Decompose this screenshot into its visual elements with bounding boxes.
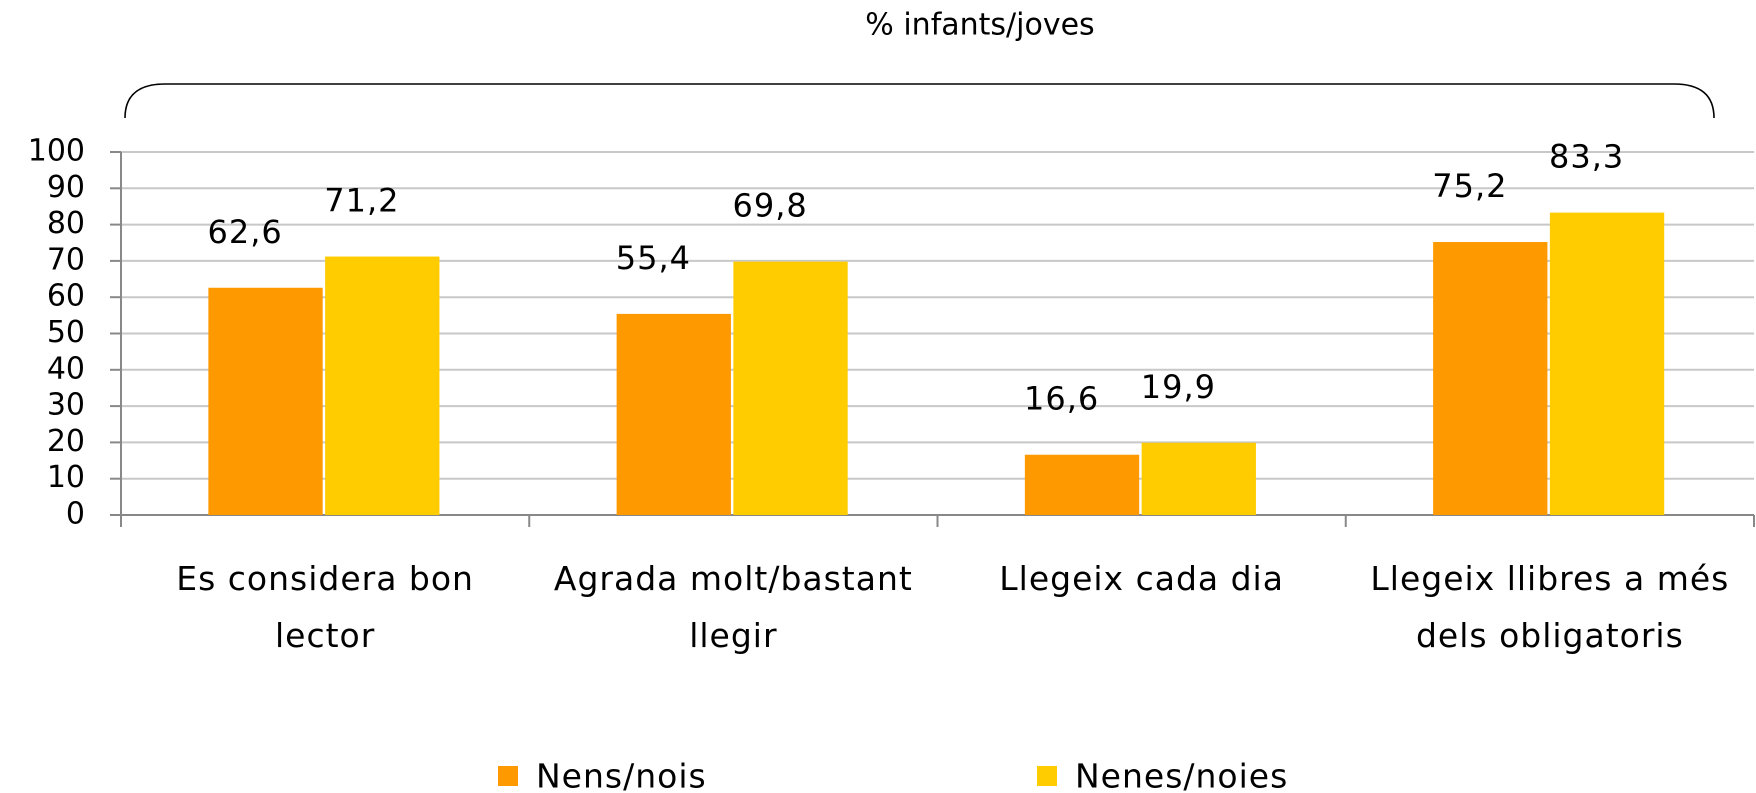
data-label: 19,9 xyxy=(1141,368,1216,406)
legend-label: Nens/nois xyxy=(536,757,707,793)
y-tick-label: 50 xyxy=(47,315,85,350)
bar xyxy=(325,256,440,515)
data-label: 16,6 xyxy=(1024,380,1099,418)
data-label: 55,4 xyxy=(616,239,691,277)
x-category-label: Agrada molt/bastant llegir xyxy=(553,559,913,655)
y-tick-label: 100 xyxy=(28,134,85,169)
bar xyxy=(1141,442,1256,515)
y-tick-label: 70 xyxy=(47,242,85,277)
y-tick-label: 10 xyxy=(47,460,85,495)
annotation: % infants/joves xyxy=(865,8,1094,43)
bar xyxy=(733,261,848,515)
data-label: 62,6 xyxy=(207,213,282,251)
data-label: 71,2 xyxy=(324,182,399,220)
bar xyxy=(1549,212,1665,515)
x-category-label: Llegeix llibres a més dels obligatoris xyxy=(1370,559,1730,655)
brace xyxy=(124,83,1715,119)
y-tick-label: 40 xyxy=(47,351,85,386)
y-tick-label: 90 xyxy=(47,170,85,205)
x-category-label: Es considera bon lector xyxy=(176,559,474,655)
y-tick-label: 80 xyxy=(47,206,85,241)
data-label: 83,3 xyxy=(1549,138,1624,176)
y-tick-label: 20 xyxy=(47,424,85,459)
legend-label: Nenes/noies xyxy=(1075,757,1288,793)
y-tick-label: 30 xyxy=(47,388,85,423)
bar xyxy=(1433,242,1548,516)
y-tick-label: 60 xyxy=(47,279,85,314)
bar xyxy=(1024,454,1140,515)
legend-swatch xyxy=(1037,766,1057,786)
bar xyxy=(616,313,731,515)
data-label: 69,8 xyxy=(732,187,807,225)
bar xyxy=(208,287,323,515)
y-tick-label: 0 xyxy=(66,497,85,532)
data-label: 75,2 xyxy=(1432,167,1507,205)
legend-swatch xyxy=(498,766,518,786)
x-category-label: Llegeix cada dia xyxy=(999,559,1284,598)
